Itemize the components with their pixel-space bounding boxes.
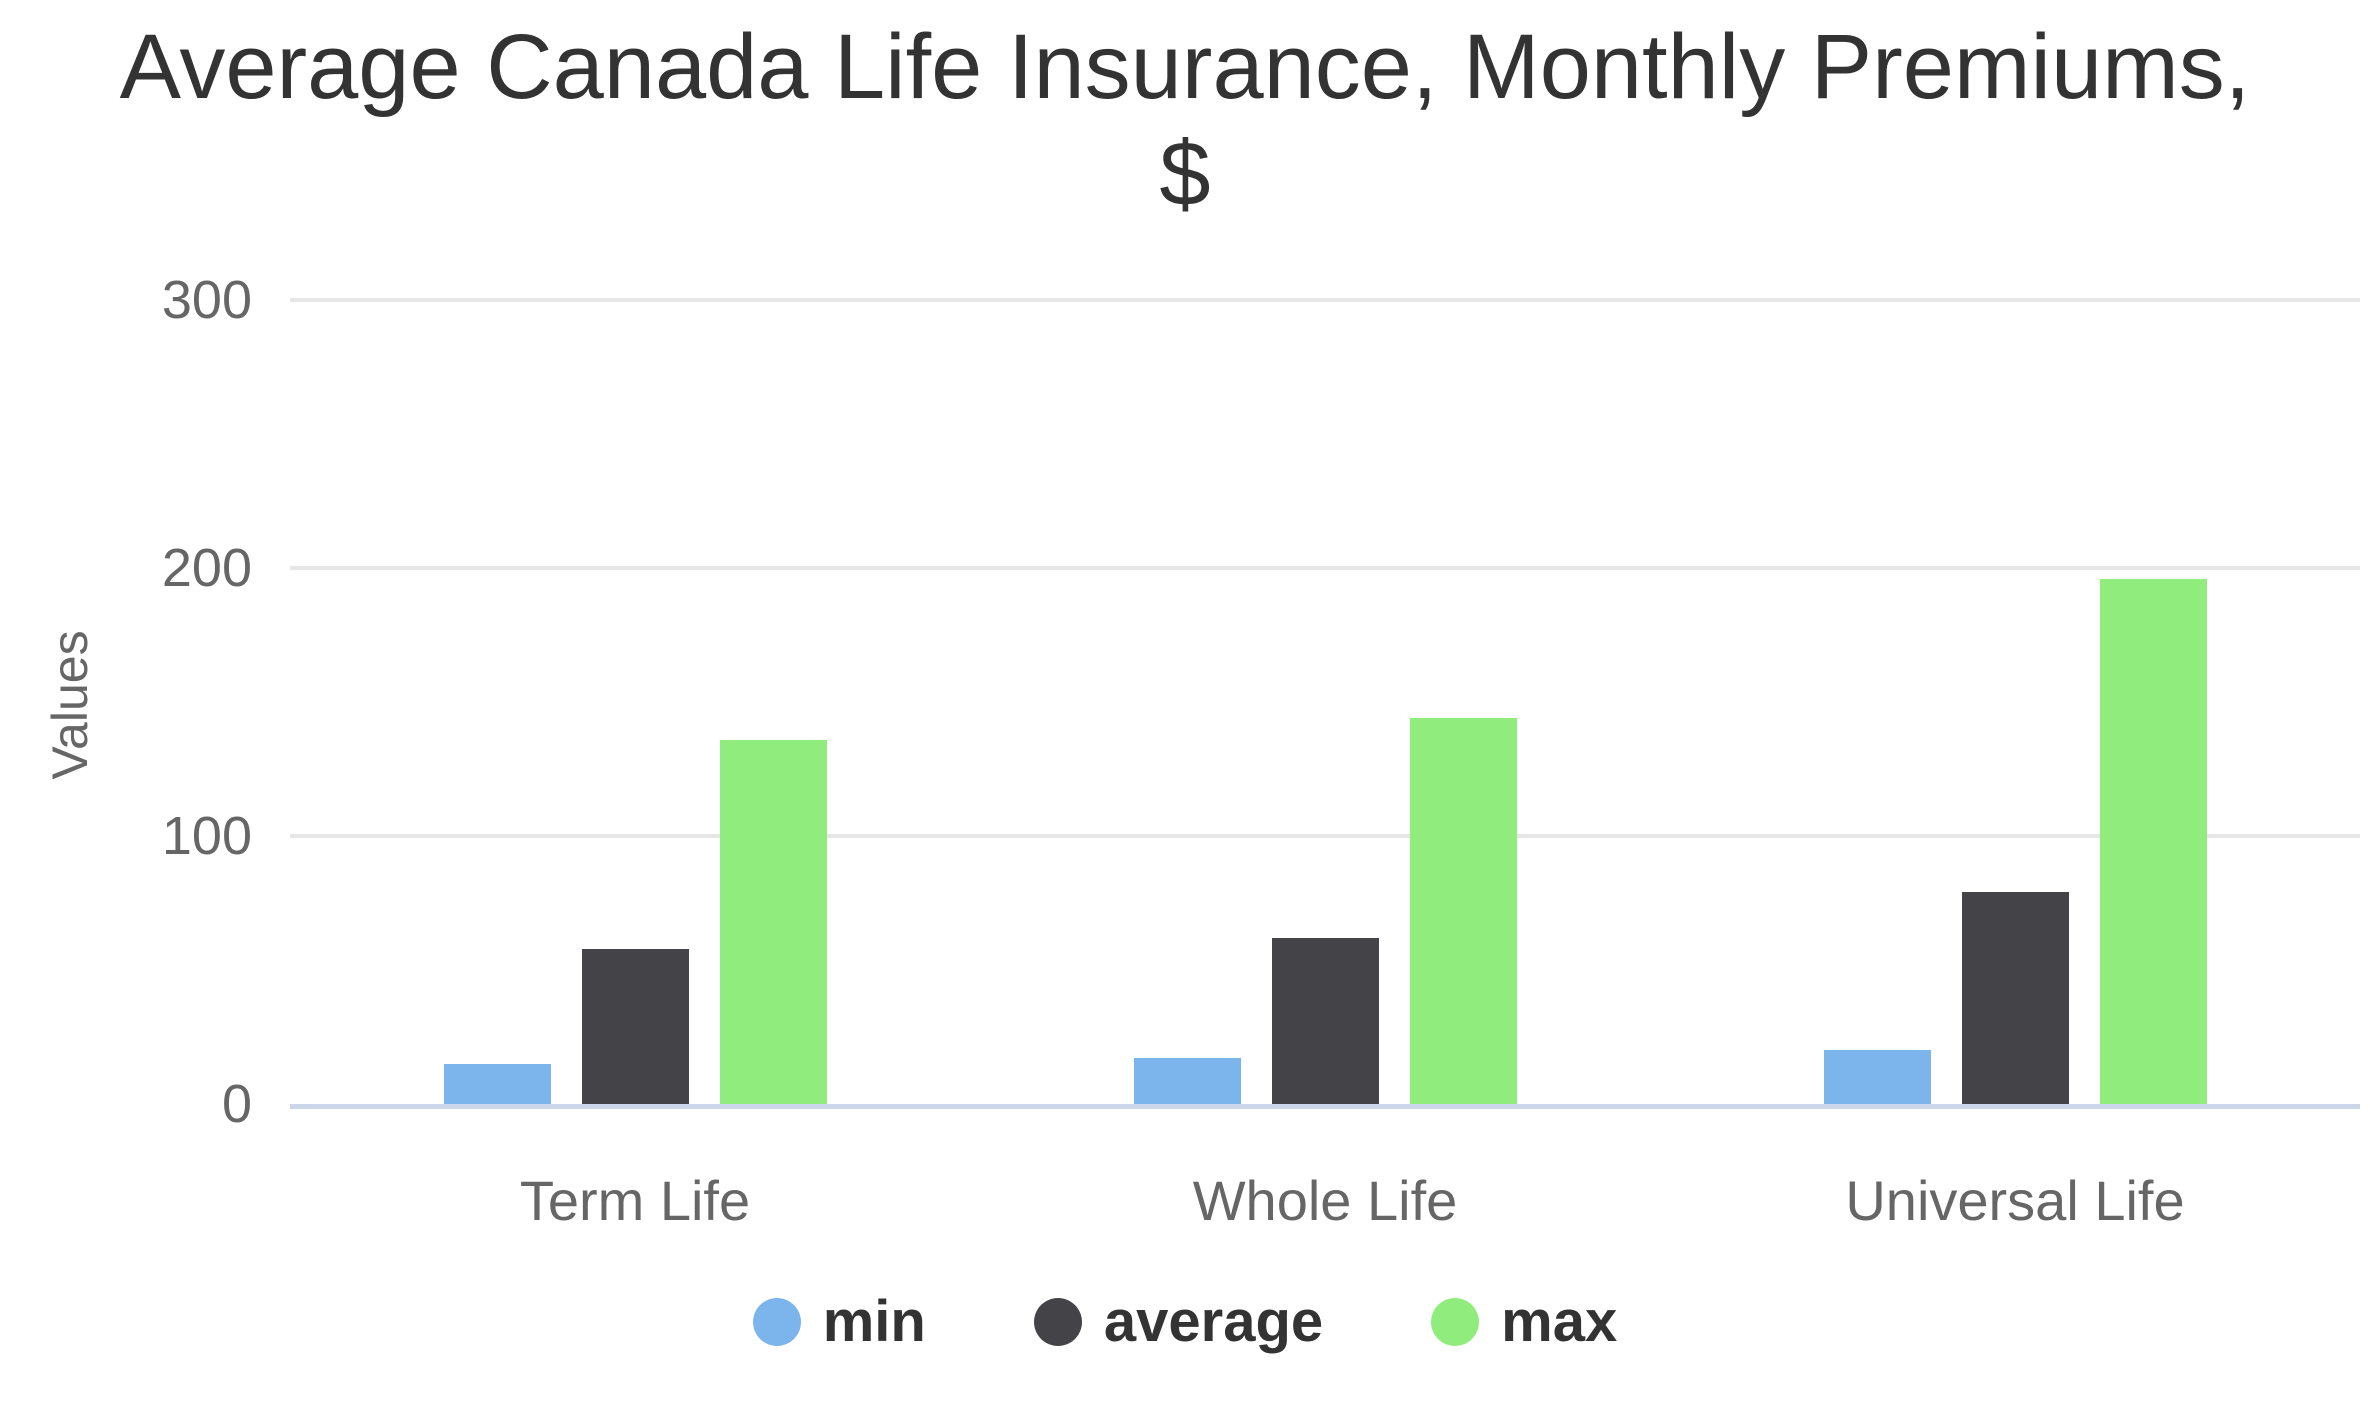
bar-min-whole-life [1133,1058,1241,1104]
bar-max-universal-life [2099,578,2207,1104]
legend-dot-average-icon [1033,1297,1082,1346]
legend-label: max [1501,1289,1618,1354]
bar-min-universal-life [1823,1050,1931,1104]
bar-average-term-life [581,948,689,1104]
x-category-label: Whole Life [1192,1169,1458,1232]
legend-dot-min-icon [752,1297,801,1346]
chart-title-line-2: $ [1159,122,1211,225]
chart-title-line-1: Average Canada Life Insurance, Monthly P… [119,16,2251,118]
gridline-200 [290,566,2360,570]
legend-item-max[interactable]: max [1431,1288,1617,1355]
bar-min-term-life [443,1063,551,1104]
bar-max-term-life [719,739,827,1104]
x-category-label: Term Life [519,1169,751,1232]
x-axis-line [290,1104,2360,1109]
legend-label: average [1103,1289,1324,1354]
gridline-300 [290,298,2360,302]
y-tick-label: 200 [161,538,252,598]
y-tick-label: 0 [221,1074,252,1134]
legend-dot-max-icon [1431,1297,1480,1346]
x-category-label: Universal Life [1845,1169,2185,1232]
legend-item-min[interactable]: min [752,1288,926,1355]
gridline-100 [290,834,2360,838]
chart-title: Average Canada Life Insurance, Monthly P… [0,14,2370,227]
bar-average-universal-life [1961,892,2069,1104]
bar-average-whole-life [1271,937,1379,1104]
legend-label: min [822,1289,926,1354]
y-tick-label: 100 [161,806,252,866]
legend-item-average[interactable]: average [1033,1288,1324,1355]
y-tick-label: 300 [161,270,252,330]
bar-max-whole-life [1409,718,1517,1104]
legend: min average max [0,1288,2370,1355]
